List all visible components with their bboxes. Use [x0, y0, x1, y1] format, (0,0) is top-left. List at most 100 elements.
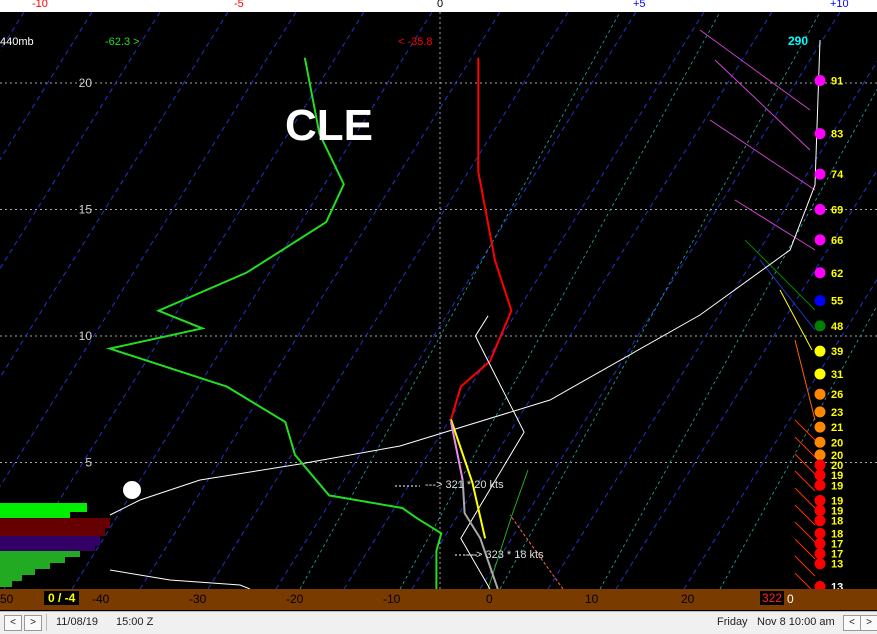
level-dot — [814, 406, 826, 418]
isotherm-line — [0, 12, 25, 52]
bottom-box-value: 0 / -4 — [44, 591, 80, 605]
hatch-line — [794, 521, 816, 543]
status-bar: < > 11/08/19 15:00 Z Friday Nov 8 10:00 … — [0, 611, 877, 634]
level-dot — [814, 494, 826, 506]
isotherm-line — [343, 12, 705, 589]
level-dot — [814, 168, 826, 180]
level-value: 13 — [831, 559, 843, 571]
isotherm-line — [139, 12, 501, 589]
wind-label-lower: ---> 323 * 18 kts — [465, 549, 544, 561]
grid-lines: 5 10 15 20 — [0, 12, 877, 589]
pressure-label: 440mb — [0, 36, 34, 48]
hatch-line — [794, 453, 816, 475]
level-dot — [814, 128, 826, 140]
level-value: 23 — [831, 407, 843, 419]
level-dot — [814, 580, 826, 589]
level-dot — [814, 421, 826, 433]
status-datetime: Nov 8 10:00 am — [757, 616, 835, 628]
wind-level-bar — [0, 503, 87, 512]
isotherm-line — [71, 12, 433, 589]
green-readout: -62.3 > — [105, 36, 140, 48]
wind-level-bar — [0, 546, 95, 551]
bottom-tick-label: 0 — [486, 592, 493, 606]
top-tick-label: +10 — [830, 0, 849, 10]
level-dot — [814, 515, 826, 527]
level-value: 18 — [831, 528, 843, 540]
level-value: 19 — [831, 480, 843, 492]
series-temperature — [450, 57, 513, 420]
level-dot — [814, 267, 826, 279]
right-prev-button[interactable]: < — [843, 615, 861, 631]
wind-level-bar — [0, 557, 65, 563]
station-title: CLE — [285, 101, 373, 150]
level-dot — [814, 459, 826, 471]
level-dot — [814, 548, 826, 560]
hatch-line — [734, 199, 816, 251]
level-dot — [814, 527, 826, 539]
bottom-axis-bar: 50 0 / -4 -40 -30 -20 -10 0 10 20 322 0 — [0, 589, 877, 610]
right-next-button[interactable]: > — [860, 615, 877, 631]
y-tick-label: 10 — [79, 329, 93, 343]
series-dewpoint — [105, 57, 443, 589]
next-time-button[interactable]: > — [24, 615, 42, 631]
level-dot — [814, 295, 826, 307]
isotherm-line — [547, 60, 877, 589]
wind-level-bar — [0, 551, 80, 557]
hatch-line — [794, 470, 816, 492]
level-dot — [814, 204, 826, 215]
level-dot — [814, 388, 826, 400]
hatch-line — [794, 555, 816, 577]
hatch-line — [794, 487, 816, 509]
series-parcel — [460, 315, 525, 589]
status-time: 15:00 Z — [116, 616, 154, 628]
status-separator — [46, 614, 47, 631]
hatch-line — [714, 59, 811, 151]
level-value: 62 — [831, 268, 843, 280]
status-date: 11/08/19 — [56, 616, 99, 628]
red-dashed-line — [509, 514, 564, 589]
hatch-line — [794, 538, 816, 560]
adiabat-line — [599, 88, 877, 589]
adiabat-line — [499, 12, 821, 589]
level-value: 26 — [831, 389, 843, 401]
level-dot — [814, 345, 826, 357]
level-value: 17 — [831, 538, 843, 550]
bottom-tick-label: -10 — [383, 592, 401, 606]
isotherm-line — [207, 12, 569, 589]
labels-layer — [395, 485, 480, 556]
wind-level-bar — [0, 581, 12, 587]
level-dot — [814, 558, 826, 570]
moist-adiabat-line — [487, 469, 529, 589]
level-value: 18 — [831, 516, 843, 528]
level-value: 20 — [831, 437, 843, 449]
status-day: Friday — [717, 616, 748, 628]
level-value: 20 — [831, 450, 843, 462]
wind-label-upper: ---> 321 * 20 kts — [425, 479, 504, 491]
y-tick-label: 20 — [79, 76, 93, 90]
theta-curve — [109, 39, 821, 516]
red-readout: < -35.8 — [398, 36, 433, 48]
level-value: 19 — [831, 506, 843, 518]
level-dot — [814, 449, 826, 461]
hatch-line — [699, 29, 811, 111]
level-value: 74 — [831, 169, 844, 181]
wind-level-bar — [0, 563, 50, 569]
wind-level-bar — [0, 569, 35, 575]
level-value: 91 — [831, 75, 843, 87]
hatch-line — [779, 289, 813, 351]
hatch-line — [759, 259, 816, 331]
adiabat-line — [299, 12, 621, 589]
wind-level-bar — [0, 518, 110, 528]
adiabat-line — [719, 305, 877, 589]
level-dot — [814, 436, 826, 448]
hatch-line — [794, 419, 816, 441]
wind-level-bar — [0, 512, 70, 518]
y-tick-label: 15 — [79, 203, 93, 217]
level-value: 55 — [831, 296, 843, 308]
level-value: 31 — [831, 369, 843, 381]
prev-time-button[interactable]: < — [4, 615, 22, 631]
bottom-tick-label: 10 — [585, 592, 599, 606]
hatch-line — [744, 239, 816, 311]
level-value: 17 — [831, 549, 843, 561]
